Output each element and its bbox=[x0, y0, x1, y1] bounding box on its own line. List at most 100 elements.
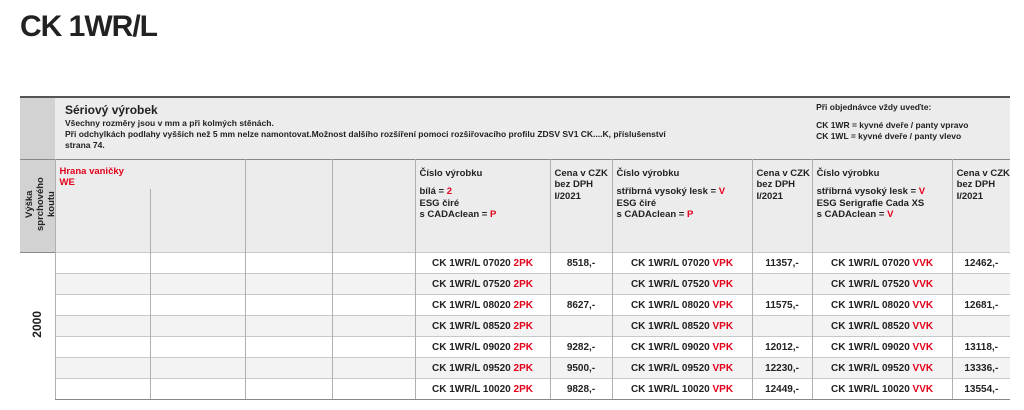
twd-cell bbox=[149, 378, 245, 400]
product-table: Sériový výrobek Všechny rozměry jsou v mm… bbox=[20, 96, 1011, 400]
width-cell bbox=[331, 294, 415, 316]
niche-header bbox=[54, 188, 150, 233]
side-cell bbox=[20, 97, 55, 159]
product-code-cell: CK 1WR/L 08520 2PK bbox=[414, 315, 550, 337]
product-code: CK 1WR/L 10020 bbox=[630, 383, 710, 395]
intro-line: Všechny rozměry jsou v mm a při kolmých … bbox=[65, 118, 274, 128]
niche-cell bbox=[54, 294, 150, 316]
spec-code: 2 bbox=[446, 186, 452, 197]
price-header-line: Cena v CZK bbox=[554, 167, 608, 179]
tray-cell bbox=[244, 315, 332, 337]
spec-text: stříbrná vysoký lesk = bbox=[616, 186, 717, 197]
price-cell bbox=[549, 273, 612, 295]
width-cell bbox=[331, 252, 415, 274]
data-row: CK 1WR/L 10020 2PK 9828,- CK 1WR/L 10020 V… bbox=[20, 378, 1011, 400]
spec-code: V bbox=[918, 186, 926, 197]
price-cell: 12449,- bbox=[751, 378, 813, 400]
product-header-line: s CADAclean = P bbox=[617, 209, 748, 221]
price-cell: 11575,- bbox=[751, 294, 813, 316]
price-header-line: Cena v CZK bbox=[956, 167, 1010, 179]
data-row: CK 1WR/L 09020 2PK 9282,- CK 1WR/L 09020 V… bbox=[20, 336, 1011, 358]
product-header-title: Číslo výrobku bbox=[816, 167, 880, 179]
niche-cell bbox=[54, 252, 150, 274]
price-cell: 9500,- bbox=[549, 357, 612, 379]
spec-code: V bbox=[887, 209, 894, 220]
width-cell bbox=[331, 336, 415, 358]
data-row: CK 1WR/L 07520 2PK CK 1WR/L 07520 VPK CK 1… bbox=[20, 273, 1011, 295]
twd-cell bbox=[149, 336, 245, 358]
height-label-cell: Výška sprchového koutu bbox=[20, 159, 55, 253]
height-cell: 2000 bbox=[20, 252, 55, 400]
price-header-line: bez DPH bbox=[956, 179, 996, 190]
tray-cell bbox=[244, 273, 332, 295]
edge-label: Hrana vaničky bbox=[59, 165, 124, 177]
order-note-line: CK 1WR = kyvné dveře / panty vpravo bbox=[816, 119, 969, 130]
spec-text: ESG čiré bbox=[419, 197, 460, 209]
spec-text: stříbrná vysoký lesk = bbox=[816, 186, 917, 197]
price-header-line: I/2021 bbox=[756, 190, 783, 202]
tray-cell bbox=[244, 357, 332, 379]
data-row: CK 1WR/L 08520 2PK CK 1WR/L 08520 VPK CK 1… bbox=[20, 315, 1011, 337]
product-header-line: ESG čiré bbox=[617, 198, 748, 210]
product-code-cell: CK 1WR/L 09020 2PK bbox=[414, 336, 550, 358]
data-row: CK 1WR/L 09520 2PK 9500,- CK 1WR/L 09520 V… bbox=[20, 357, 1011, 379]
niche-cell bbox=[54, 273, 150, 295]
price-cell bbox=[951, 273, 1011, 295]
twd-header bbox=[149, 188, 245, 233]
page-title: CK 1WR/L bbox=[20, 10, 158, 43]
price: 12462,- bbox=[964, 257, 999, 269]
price-cell: 12230,- bbox=[751, 357, 813, 379]
price: 12681,- bbox=[964, 299, 999, 311]
product-code-cell: CK 1WR/L 10020 VPK bbox=[611, 378, 752, 400]
price-cell: 11357,- bbox=[751, 252, 813, 274]
tray-cell bbox=[244, 252, 332, 274]
product-header-title: Číslo výrobku bbox=[419, 167, 483, 179]
intro-cell: Sériový výrobek Všechny rozměry jsou v mm… bbox=[55, 97, 813, 159]
product-suffix: 2PK bbox=[513, 278, 533, 290]
product-code: CK 1WR/L 07520 bbox=[831, 278, 910, 290]
product-code-cell: CK 1WR/L 08020 VPK bbox=[611, 294, 752, 316]
niche-cell bbox=[54, 357, 150, 379]
product-code: CK 1WR/L 07020 bbox=[831, 257, 910, 269]
product-code-cell: CK 1WR/L 10020 2PK bbox=[414, 378, 550, 400]
price-header: Cena v CZK bez DPH I/2021 bbox=[751, 159, 813, 253]
product-code: CK 1WR/L 10020 bbox=[831, 383, 910, 395]
product-header: Číslo výrobku stříbrná vysoký lesk = V ESG… bbox=[611, 159, 752, 253]
product-code: CK 1WR/L 07020 bbox=[432, 257, 511, 269]
product-header-line: stříbrná vysoký lesk = V bbox=[817, 186, 948, 198]
product-code-cell: CK 1WR/L 08020 2PK bbox=[414, 294, 550, 316]
niche-cell bbox=[54, 315, 150, 337]
product-suffix: VPK bbox=[712, 299, 734, 311]
product-code: CK 1WR/L 08020 bbox=[831, 299, 910, 311]
spec-text: s CADAclean = bbox=[419, 209, 488, 220]
product-code-cell: CK 1WR/L 09520 VPK bbox=[611, 357, 752, 379]
product-code: CK 1WR/L 08520 bbox=[432, 320, 511, 332]
product-header-title: Číslo výrobku bbox=[616, 167, 680, 179]
product-suffix: VVK bbox=[912, 341, 934, 353]
product-suffix: 2PK bbox=[513, 362, 533, 374]
intro-line: Při odchylkách podlahy vyšších než 5 mm … bbox=[65, 129, 666, 139]
product-suffix: VPK bbox=[712, 341, 734, 353]
price-cell bbox=[751, 315, 813, 337]
tray-cell bbox=[244, 294, 332, 316]
price-cell: 13554,- bbox=[951, 378, 1011, 400]
product-suffix: 2PK bbox=[513, 341, 533, 353]
price-cell: 13118,- bbox=[951, 336, 1011, 358]
edge-cell: Hrana vaničky WE bbox=[54, 159, 245, 189]
product-code: CK 1WR/L 09020 bbox=[831, 341, 910, 353]
product-code-cell: CK 1WR/L 09020 VPK bbox=[611, 336, 752, 358]
product-suffix: VPK bbox=[712, 362, 734, 374]
spec-text: bílá = bbox=[419, 186, 445, 197]
product-code-cell: CK 1WR/L 08520 VVK bbox=[811, 315, 953, 337]
product-header-line: bílá = 2 bbox=[420, 186, 546, 198]
product-code-cell: CK 1WR/L 07520 2PK bbox=[414, 273, 550, 295]
width-cell bbox=[331, 378, 415, 400]
price: 13336,- bbox=[964, 362, 999, 374]
product-suffix: 2PK bbox=[513, 257, 533, 269]
intro-title: Sériový výrobek bbox=[65, 103, 158, 117]
product-code-cell: CK 1WR/L 08520 VPK bbox=[611, 315, 752, 337]
product-code: CK 1WR/L 09520 bbox=[432, 362, 511, 374]
edge-code: WE bbox=[59, 177, 75, 188]
price-cell: 8518,- bbox=[549, 252, 612, 274]
